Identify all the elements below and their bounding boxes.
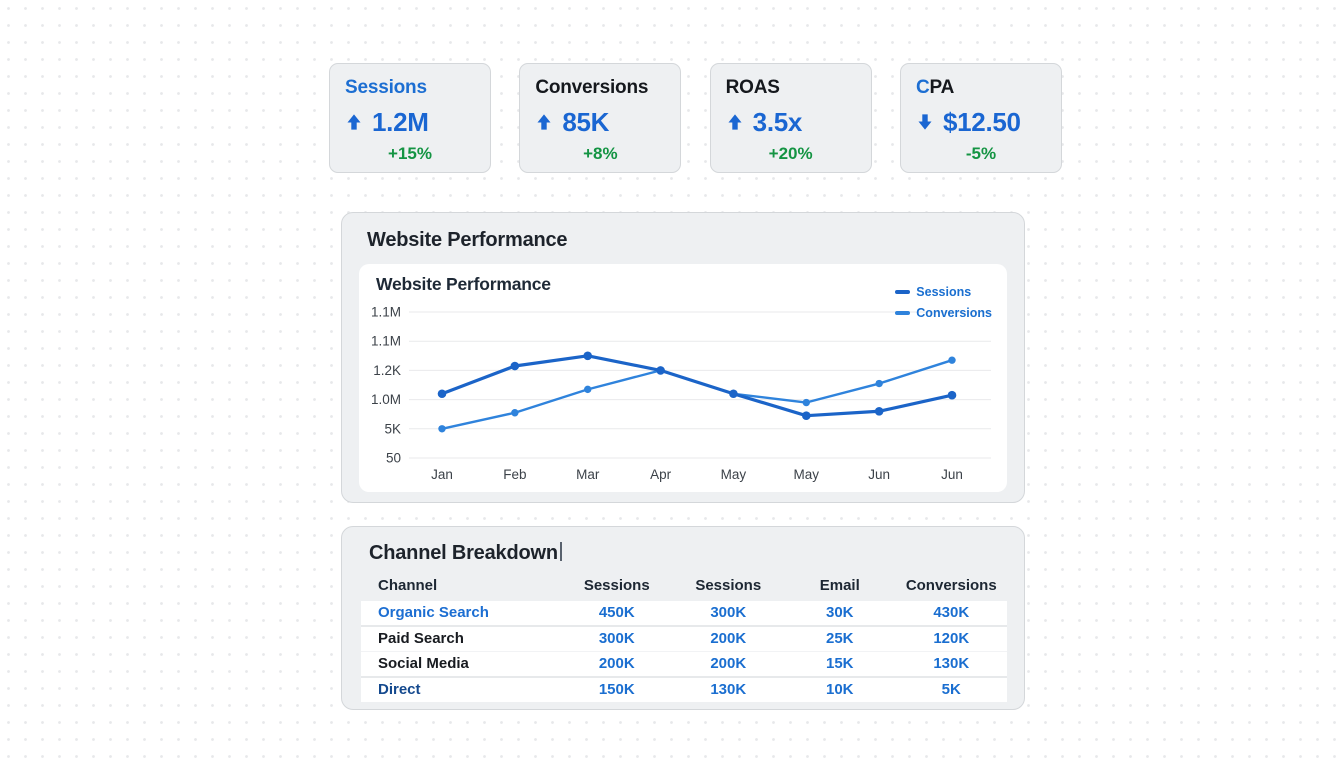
kpi-delta: -5% bbox=[965, 143, 997, 163]
sessions-cell: 450K bbox=[598, 604, 635, 621]
legend-label: Sessions bbox=[916, 285, 972, 299]
svg-text:Jun: Jun bbox=[868, 467, 890, 482]
sessions-cell: 150K bbox=[598, 681, 635, 698]
kpi-value: 1.2M bbox=[372, 106, 429, 137]
table-row: Paid Search 300K 200K 25K 120K bbox=[361, 626, 1007, 652]
text-cursor bbox=[559, 542, 562, 561]
sessions-2-cell: 300K bbox=[710, 604, 747, 621]
kpi-title-part: Conversions bbox=[535, 77, 649, 98]
sessions-2-cell: 200K bbox=[710, 630, 747, 647]
svg-text:May: May bbox=[794, 467, 820, 482]
kpi-title-part: Sessions bbox=[345, 77, 427, 98]
kpi-card: CPA $12.50 -5% bbox=[899, 63, 1062, 173]
kpi-delta: +15% bbox=[388, 143, 432, 163]
svg-text:1.0M: 1.0M bbox=[371, 392, 401, 407]
column-header-conversions: Conversions bbox=[905, 577, 997, 594]
table-row: Direct 150K 130K 10K 5K bbox=[361, 677, 1007, 702]
website-performance-card: Website Performance 1.1M 1.1M 1.2K 1.0M 5K 50… bbox=[341, 212, 1025, 503]
kpi-value-row: 85K bbox=[535, 107, 665, 138]
email-cell: 25K bbox=[825, 630, 854, 647]
svg-text:Jun: Jun bbox=[941, 467, 963, 482]
legend-swatch-icon bbox=[895, 290, 911, 294]
conversions-cell: 130K bbox=[933, 655, 970, 672]
table-body: Organic Search 450K 300K 30K 430K Paid S… bbox=[361, 601, 1007, 702]
kpi-row: Sessions 1.2M +15% Conversions 85K +8% R… bbox=[329, 63, 1062, 173]
legend-label: Conversions bbox=[916, 306, 992, 320]
kpi-value: 85K bbox=[562, 106, 610, 137]
channel-cell: Direct bbox=[378, 681, 421, 698]
arrow-up-icon bbox=[728, 114, 742, 130]
website-performance-card-title: Website Performance bbox=[367, 229, 568, 251]
channel-cell: Organic Search bbox=[378, 604, 489, 621]
conversions-cell: 430K bbox=[933, 604, 970, 621]
svg-text:Jan: Jan bbox=[431, 467, 453, 482]
channel-breakdown-card: Channel Breakdown Channel Sessions Sessi… bbox=[341, 526, 1025, 710]
table-row: Organic Search 450K 300K 30K 430K bbox=[361, 601, 1007, 626]
arrow-down-icon bbox=[918, 114, 932, 130]
kpi-value: $12.50 bbox=[942, 106, 1021, 137]
column-header-sessions-2: Sessions bbox=[695, 577, 762, 594]
channel-breakdown-table: Channel Sessions Sessions Email Conversi… bbox=[361, 574, 1007, 702]
email-cell: 30K bbox=[825, 604, 854, 621]
kpi-value: 3.5x bbox=[752, 106, 803, 137]
kpi-title: CPA bbox=[916, 77, 1046, 99]
email-cell: 10K bbox=[825, 681, 854, 698]
svg-text:50: 50 bbox=[386, 451, 401, 466]
legend-item[interactable]: Conversions bbox=[895, 306, 992, 320]
chart-title: Website Performance bbox=[376, 274, 551, 294]
email-cell: 15K bbox=[825, 655, 854, 672]
arrow-up-icon bbox=[537, 114, 551, 130]
sessions-cell: 200K bbox=[598, 655, 635, 672]
chart-legend: Sessions Conversions bbox=[895, 285, 992, 320]
svg-text:Mar: Mar bbox=[576, 467, 600, 482]
conversions-cell: 120K bbox=[933, 630, 970, 647]
column-header-channel: Channel bbox=[378, 577, 438, 594]
legend-swatch-icon bbox=[895, 311, 911, 315]
kpi-title: ROAS bbox=[726, 77, 856, 99]
kpi-value-row: 3.5x bbox=[726, 107, 856, 138]
kpi-card: Sessions 1.2M +15% bbox=[329, 63, 491, 173]
svg-text:1.1M: 1.1M bbox=[371, 334, 401, 349]
channel-breakdown-title-text: Channel Breakdown bbox=[369, 542, 558, 564]
legend-item[interactable]: Sessions bbox=[895, 285, 992, 299]
column-header-email: Email bbox=[819, 577, 860, 594]
conversions-cell: 5K bbox=[941, 681, 961, 698]
kpi-delta: +8% bbox=[583, 143, 618, 163]
kpi-title-part: PA bbox=[929, 77, 955, 98]
sessions-2-cell: 130K bbox=[710, 681, 747, 698]
sessions-cell: 300K bbox=[598, 630, 635, 647]
svg-text:5K: 5K bbox=[384, 421, 401, 436]
svg-text:May: May bbox=[721, 467, 747, 482]
performance-chart: 1.1M 1.1M 1.2K 1.0M 5K 50 Jan Feb Mar Apr May May Ju… bbox=[371, 305, 991, 482]
kpi-title: Conversions bbox=[535, 77, 665, 99]
kpi-value-row: $12.50 bbox=[916, 107, 1046, 138]
kpi-card: Conversions 85K +8% bbox=[519, 63, 682, 173]
svg-text:Apr: Apr bbox=[650, 467, 672, 482]
channel-breakdown-card-title: Channel Breakdown bbox=[369, 542, 1005, 565]
channel-cell: Social Media bbox=[378, 655, 469, 672]
kpi-card: ROAS 3.5x +20% bbox=[709, 63, 872, 173]
kpi-value-row: 1.2M bbox=[345, 107, 475, 138]
kpi-delta: +20% bbox=[768, 143, 813, 163]
arrow-up-icon bbox=[347, 114, 361, 130]
channel-cell: Paid Search bbox=[378, 630, 464, 647]
column-header-sessions: Sessions bbox=[583, 577, 650, 594]
table-header-row: Channel Sessions Sessions Email Conversi… bbox=[361, 574, 1007, 601]
kpi-title-part: ROAS bbox=[725, 77, 780, 98]
table-row: Social Media 200K 200K 15K 130K bbox=[361, 651, 1007, 677]
sessions-2-cell: 200K bbox=[710, 655, 747, 672]
chart-panel: 1.1M 1.1M 1.2K 1.0M 5K 50 Jan Feb Mar Apr May May Ju… bbox=[359, 264, 1007, 492]
svg-text:Feb: Feb bbox=[503, 467, 526, 482]
kpi-title: Sessions bbox=[345, 77, 475, 99]
kpi-title-part: C bbox=[915, 77, 930, 98]
svg-text:1.2K: 1.2K bbox=[373, 363, 401, 378]
svg-text:1.1M: 1.1M bbox=[371, 305, 401, 320]
